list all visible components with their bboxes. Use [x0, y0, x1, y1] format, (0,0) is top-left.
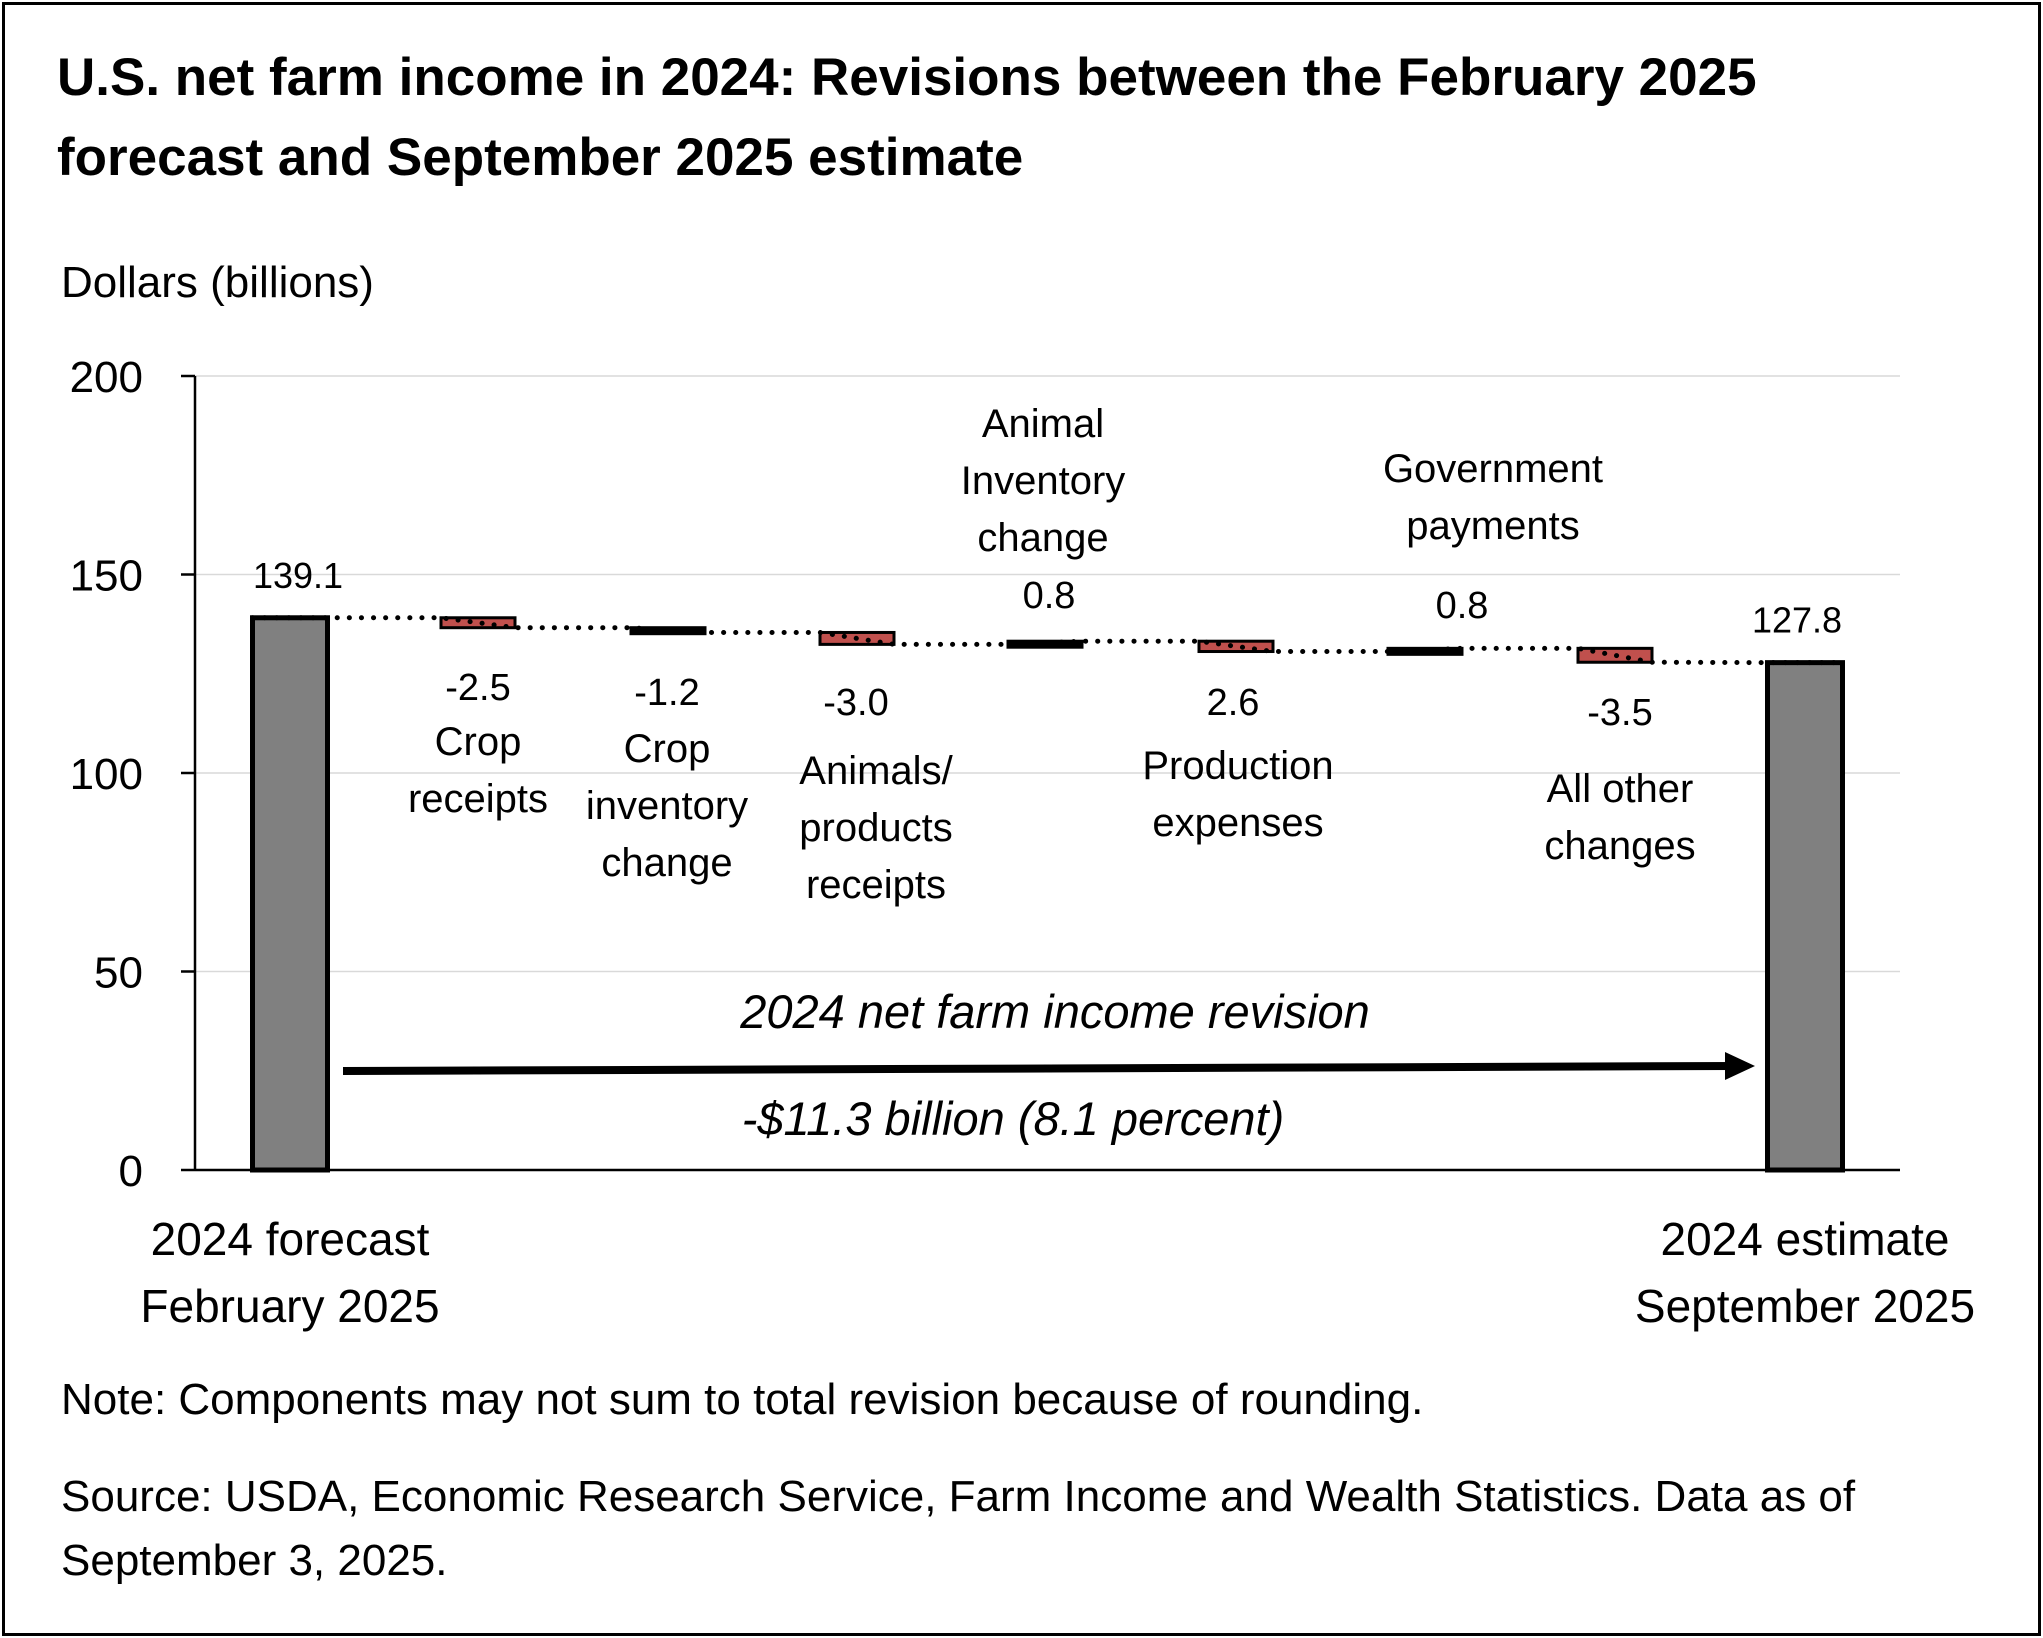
- start-category-label: 2024 forecast: [151, 1213, 430, 1265]
- start-value-label: 139.1: [253, 555, 343, 596]
- annotation-revision-amount: -$11.3 billion (8.1 percent): [742, 1092, 1285, 1145]
- step-bar-4: [1006, 639, 1084, 649]
- y-tick-label: 200: [70, 353, 143, 402]
- step-category-label: Crop: [624, 727, 711, 771]
- y-axis-unit-label: Dollars (billions): [61, 258, 374, 307]
- end-value-label: 127.8: [1752, 600, 1842, 641]
- annotation-revision-title: 2024 net farm income revision: [739, 985, 1370, 1038]
- step-category-label: Inventory: [961, 459, 1126, 503]
- step-category-label: receipts: [806, 863, 946, 907]
- step-value-label: 0.8: [1023, 575, 1076, 617]
- chart-source: Source: USDA, Economic Research Service,…: [61, 1472, 1856, 1585]
- step-category-label: changes: [1544, 824, 1695, 868]
- revision-arrow-head: [1725, 1052, 1755, 1080]
- step-category-label: Animals/: [799, 749, 953, 793]
- step-value-label: -1.2: [634, 672, 699, 714]
- step-bar-5: [1197, 639, 1275, 654]
- step-category-label: products: [799, 806, 952, 850]
- step-value-label: 2.6: [1207, 682, 1260, 724]
- end-category-label: 2024 estimate: [1661, 1213, 1950, 1265]
- step-category-label: Crop: [435, 720, 522, 764]
- step-category-label: change: [601, 841, 732, 885]
- y-tick-label: 100: [70, 750, 143, 799]
- y-tick-label: 0: [119, 1147, 143, 1196]
- end-category-label: September 2025: [1635, 1280, 1975, 1332]
- step-value-label: -2.5: [445, 667, 510, 709]
- step-category-label: Government: [1383, 447, 1603, 491]
- y-tick-label: 50: [94, 949, 143, 998]
- step-category-label: change: [977, 516, 1108, 560]
- step-category-label: payments: [1406, 504, 1579, 548]
- step-category-label: expenses: [1152, 801, 1323, 845]
- end-total-bar: [1765, 660, 1845, 1173]
- step-bar-1: [439, 616, 517, 630]
- step-value-label: -3.0: [823, 682, 888, 724]
- step-category-label: All other: [1547, 767, 1694, 811]
- step-category-label: inventory: [586, 784, 748, 828]
- step-category-label: Animal: [982, 402, 1104, 446]
- chart-title: U.S. net farm income in 2024: Revisions …: [57, 48, 1757, 187]
- y-tick-label: 150: [70, 552, 143, 601]
- step-bar-2: [629, 626, 707, 636]
- start-category-label: February 2025: [140, 1280, 439, 1332]
- step-category-label: receipts: [408, 777, 548, 821]
- connector-dotted-line: [250, 615, 1845, 666]
- start-total-bar: [250, 615, 330, 1173]
- revision-arrow-shaft: [342, 1062, 1739, 1075]
- step-category-label: Production: [1142, 744, 1333, 788]
- step-value-label: -3.5: [1587, 692, 1652, 734]
- step-value-label: 0.8: [1436, 585, 1489, 627]
- chart-note: Note: Components may not sum to total re…: [61, 1375, 1424, 1424]
